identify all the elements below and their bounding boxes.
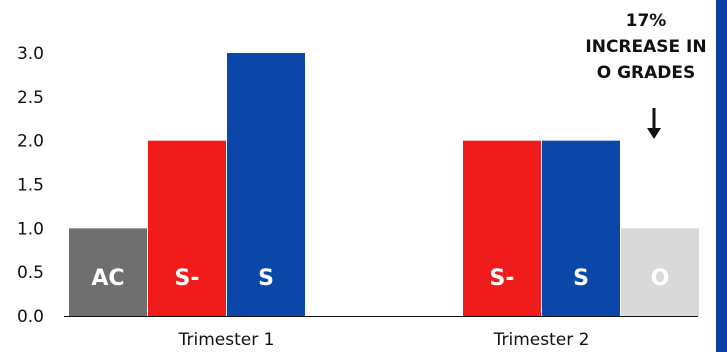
y-tick-label: 2.0 bbox=[17, 132, 44, 152]
bar-label: S bbox=[573, 266, 589, 291]
annotation-text: INCREASE IN bbox=[585, 37, 706, 57]
y-tick-label: 1.5 bbox=[17, 176, 44, 196]
annotation-text: 17% bbox=[626, 11, 667, 31]
y-tick-label: 1.0 bbox=[17, 219, 44, 239]
bar-label: S- bbox=[490, 266, 515, 291]
bar bbox=[227, 53, 305, 316]
bar-label: AC bbox=[91, 266, 124, 291]
y-tick-label: 3.0 bbox=[17, 44, 44, 64]
y-tick-label: 2.5 bbox=[17, 88, 44, 108]
x-tick-label: Trimester 1 bbox=[178, 330, 275, 350]
annotation-text: O GRADES bbox=[597, 63, 696, 83]
x-tick-label: Trimester 2 bbox=[493, 330, 590, 350]
bar-label: O bbox=[651, 266, 670, 291]
bar-label: S- bbox=[175, 266, 200, 291]
y-tick-label: 0.0 bbox=[17, 307, 44, 327]
bar bbox=[621, 228, 699, 316]
bar-label: S bbox=[258, 266, 274, 291]
bar bbox=[148, 140, 226, 316]
bar bbox=[463, 140, 541, 316]
bar bbox=[69, 228, 147, 316]
bar bbox=[542, 140, 620, 316]
y-tick-label: 0.5 bbox=[17, 263, 44, 283]
right-accent-stripe bbox=[716, 0, 727, 352]
annotation-arrow-head bbox=[647, 128, 661, 139]
